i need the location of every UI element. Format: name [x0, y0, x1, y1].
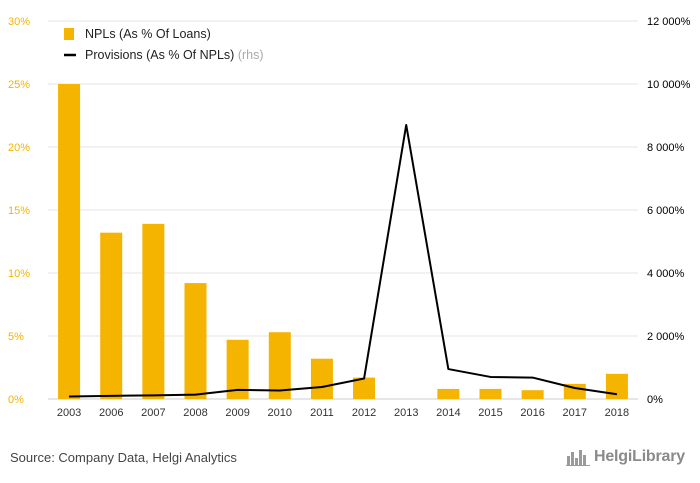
x-tick-label: 2009 [225, 407, 249, 419]
legend-label-npls: NPLs (As % Of Loans) [85, 27, 211, 41]
legend-swatch-bar [64, 28, 74, 40]
x-tick-label: 2013 [394, 407, 418, 419]
y-right-tick-label: 2 000% [647, 331, 685, 343]
bar [605, 373, 628, 399]
x-tick-label: 2008 [183, 407, 207, 419]
bar [437, 388, 460, 399]
x-tick-label: 2011 [310, 407, 334, 419]
bar [521, 390, 544, 399]
y-left-tick-label: 10% [8, 268, 30, 280]
brand-logo: HelgiLibrary [566, 448, 685, 466]
brand-text: HelgiLibrary [594, 448, 685, 465]
y-right-tick-label: 8 000% [647, 142, 685, 154]
bar [142, 223, 165, 399]
x-tick-label: 2014 [436, 407, 460, 419]
x-tick-label: 2010 [268, 407, 292, 419]
y-left-tick-label: 30% [8, 16, 30, 28]
y-left-tick-label: 5% [8, 331, 24, 343]
y-left-tick-label: 20% [8, 142, 30, 154]
x-tick-label: 2018 [605, 407, 629, 419]
source-note: Source: Company Data, Helgi Analytics [10, 450, 237, 465]
series-line [69, 123, 618, 398]
bar [268, 332, 291, 399]
y-right-tick-label: 0% [647, 394, 663, 406]
legend-rhs-note: (rhs) [238, 48, 264, 62]
y-left-tick-label: 15% [8, 205, 30, 217]
x-tick-label: 2006 [99, 407, 123, 419]
y-right-tick-label: 4 000% [647, 268, 685, 280]
bar [226, 339, 249, 399]
bar [479, 388, 502, 399]
legend-label-provisions: Provisions (As % Of NPLs) (rhs) [85, 48, 264, 62]
y-left-tick-label: 25% [8, 79, 30, 91]
y-right-tick-label: 12 000% [647, 16, 691, 28]
bar [184, 283, 207, 399]
x-tick-label: 2015 [478, 407, 502, 419]
city-skyline-icon [566, 450, 590, 466]
x-tick-label: 2012 [352, 407, 376, 419]
y-left-tick-label: 0% [8, 394, 24, 406]
bar [58, 84, 81, 399]
y-right-tick-label: 10 000% [647, 79, 691, 91]
bar [353, 377, 376, 399]
x-tick-label: 2007 [141, 407, 165, 419]
bar [100, 232, 123, 399]
x-tick-label: 2016 [520, 407, 544, 419]
x-tick-label: 2017 [563, 407, 587, 419]
x-tick-label: 2003 [57, 407, 81, 419]
bar [563, 383, 586, 399]
bar [310, 358, 333, 399]
y-right-tick-label: 6 000% [647, 205, 685, 217]
